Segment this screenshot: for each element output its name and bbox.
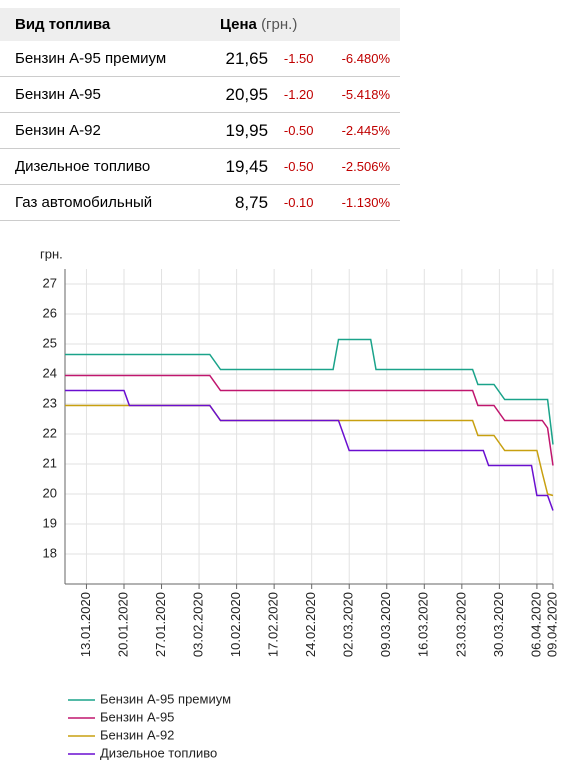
fuel-name: Газ автомобильный xyxy=(0,184,205,221)
y-tick-label: 20 xyxy=(43,485,57,500)
price: 19,45 xyxy=(205,148,270,185)
header-cell: Вид топлива xyxy=(0,8,205,41)
y-tick-label: 23 xyxy=(43,395,57,410)
change-percent: -5.418% xyxy=(314,76,400,113)
header-unit: (грн.) xyxy=(261,16,298,33)
series-line xyxy=(65,338,554,445)
price: 20,95 xyxy=(205,76,270,113)
x-tick-label: 03.02.2020 xyxy=(191,592,206,657)
change-percent: -2.506% xyxy=(314,148,400,185)
x-tick-label: 09.04.2020 xyxy=(544,592,559,657)
table-row: Бензин А-95 20,95 -1.20 -5.418% xyxy=(0,76,400,113)
x-tick-label: 23.03.2020 xyxy=(453,592,468,657)
y-tick-label: 21 xyxy=(43,455,57,470)
change-percent: -2.445% xyxy=(314,112,400,149)
table-row: Газ автомобильный 8,75 -0.10 -1.130% xyxy=(0,184,400,221)
fuel-name: Бензин А-92 xyxy=(0,112,205,149)
price: 19,95 xyxy=(205,112,270,149)
price-table: Вид топлива Цена (грн.) Бензин А-95 прем… xyxy=(0,8,400,221)
change: -0.10 xyxy=(269,184,315,221)
y-tick-label: 25 xyxy=(43,335,57,350)
series-line xyxy=(65,389,554,511)
price: 8,75 xyxy=(205,184,270,221)
y-tick-label: 27 xyxy=(43,275,57,290)
x-tick-label: 13.01.2020 xyxy=(78,592,93,657)
change-percent: -6.480% xyxy=(314,41,400,77)
header-cell: Цена (грн.) xyxy=(205,8,400,41)
table-row: Дизельное топливо 19,45 -0.50 -2.506% xyxy=(0,148,400,185)
x-tick-label: 09.03.2020 xyxy=(378,592,393,657)
legend-label: Бензин А-92 xyxy=(100,727,174,742)
change: -0.50 xyxy=(269,148,315,185)
change: -0.50 xyxy=(269,112,315,149)
fuel-name: Дизельное топливо xyxy=(0,148,205,185)
x-tick-label: 02.03.2020 xyxy=(341,592,356,657)
table-row: Бензин А-95 премиум 21,65 -1.50 -6.480% xyxy=(0,41,400,77)
x-tick-label: 27.01.2020 xyxy=(153,592,168,657)
x-tick-label: 17.02.2020 xyxy=(266,592,281,657)
change: -1.50 xyxy=(269,41,315,77)
y-tick-label: 26 xyxy=(43,305,57,320)
y-tick-label: 22 xyxy=(43,425,57,440)
y-tick-label: 24 xyxy=(43,365,57,380)
fuel-name: Бензин А-95 xyxy=(0,76,205,113)
x-tick-label: 20.01.2020 xyxy=(115,592,130,657)
x-tick-label: 30.03.2020 xyxy=(491,592,506,657)
header-text: Цена xyxy=(220,16,257,33)
x-tick-label: 24.02.2020 xyxy=(303,592,318,657)
legend-label: Бензин А-95 xyxy=(100,709,174,724)
legend-label: Бензин А-95 премиум xyxy=(100,691,231,706)
table-row: Бензин А-92 19,95 -0.50 -2.445% xyxy=(0,112,400,149)
y-tick-label: 18 xyxy=(43,545,57,560)
x-tick-label: 10.02.2020 xyxy=(228,592,243,657)
x-tick-label: 06.04.2020 xyxy=(528,592,543,657)
x-tick-label: 16.03.2020 xyxy=(416,592,431,657)
series-line xyxy=(65,374,554,466)
table-body: Бензин А-95 премиум 21,65 -1.50 -6.480% Бенз… xyxy=(0,41,400,221)
header-row: Вид топлива Цена (грн.) xyxy=(0,8,400,41)
chart: 18 19 20 21 22 23 24 25 26 27 13.01.2020 20.01.2020… xyxy=(40,246,559,760)
y-tick-label: 19 xyxy=(43,515,57,530)
change: -1.20 xyxy=(269,76,315,113)
y-axis-label: грн. xyxy=(40,246,63,261)
price: 21,65 xyxy=(205,41,270,77)
legend-label: Дизельное топливо xyxy=(100,745,217,760)
change-percent: -1.130% xyxy=(314,184,400,221)
fuel-name: Бензин А-95 премиум xyxy=(0,41,205,77)
